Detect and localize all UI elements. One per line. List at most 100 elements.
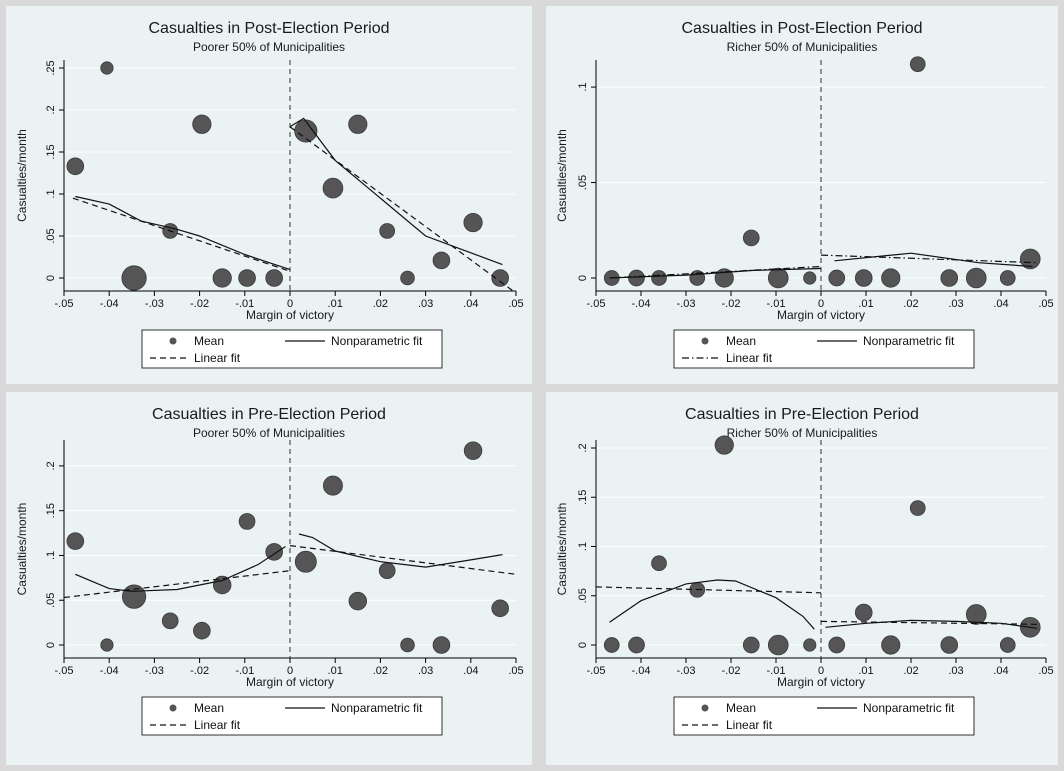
legend-nonparametric-label: Nonparametric fit bbox=[863, 701, 955, 715]
y-tick-label: .15 bbox=[45, 144, 57, 159]
x-tick-label: .02 bbox=[903, 298, 918, 310]
y-tick-label: .2 bbox=[45, 105, 57, 114]
x-tick-label: -.02 bbox=[722, 298, 741, 310]
y-tick-label: .15 bbox=[577, 490, 589, 505]
mean-marker bbox=[803, 271, 817, 285]
chart-panel-pre-poorer: Casualties in Pre-Election Period Poorer … bbox=[6, 392, 532, 765]
mean-marker bbox=[803, 638, 817, 652]
mean-marker bbox=[378, 562, 396, 580]
nonparametric-fit-right bbox=[825, 619, 1038, 629]
y-tick-label: 0 bbox=[45, 275, 57, 281]
legend-mean-label: Mean bbox=[726, 701, 756, 715]
y-tick-label: .2 bbox=[45, 461, 57, 470]
y-axis-title: Casualties/month bbox=[555, 129, 569, 222]
chart-subtitle: Poorer 50% of Municipalities bbox=[193, 40, 345, 54]
legend-box bbox=[141, 329, 443, 369]
mean-marker bbox=[265, 269, 283, 287]
mean-marker bbox=[463, 441, 483, 460]
mean-marker bbox=[767, 634, 789, 656]
x-tick-label: .05 bbox=[1038, 298, 1053, 310]
x-tick-label: -.01 bbox=[767, 665, 786, 677]
mean-marker bbox=[881, 635, 901, 655]
y-tick-label: 0 bbox=[577, 642, 589, 648]
x-axis-title: Margin of victory bbox=[246, 675, 334, 689]
y-axis-title: Casualties/month bbox=[555, 503, 569, 596]
x-tick-label: 0 bbox=[287, 665, 293, 677]
mean-marker bbox=[999, 270, 1016, 286]
x-tick-label: -.01 bbox=[235, 665, 254, 677]
linear-fit-left bbox=[63, 570, 291, 599]
x-tick-label: -.02 bbox=[190, 665, 209, 677]
mean-marker bbox=[400, 637, 415, 653]
x-tick-label: 0 bbox=[287, 298, 293, 310]
x-axis-title: Margin of victory bbox=[777, 308, 865, 322]
mean-marker bbox=[828, 636, 846, 654]
mean-marker bbox=[881, 268, 901, 288]
x-tick-label: -.04 bbox=[100, 298, 119, 310]
mean-marker bbox=[651, 555, 667, 572]
x-tick-label: 0 bbox=[818, 298, 824, 310]
y-tick-label: .05 bbox=[45, 228, 57, 243]
x-tick-label: .02 bbox=[373, 298, 388, 310]
y-tick-label: .15 bbox=[45, 503, 57, 518]
chart-title: Casualties in Post-Election Period bbox=[148, 20, 389, 37]
legend-mean-swatch bbox=[169, 704, 177, 712]
mean-marker bbox=[909, 500, 926, 516]
legend-mean-label: Mean bbox=[194, 701, 224, 715]
chart-title: Casualties in Post-Election Period bbox=[681, 20, 922, 37]
mean-marker bbox=[400, 270, 415, 286]
mean-marker bbox=[322, 177, 344, 199]
nonparametric-fit-right bbox=[834, 252, 1033, 268]
x-tick-label: -.01 bbox=[767, 298, 786, 310]
legend-nonparametric-label: Nonparametric fit bbox=[331, 334, 423, 348]
x-tick-label: .04 bbox=[463, 298, 478, 310]
mean-marker bbox=[463, 212, 483, 233]
legend-nonparametric-label: Nonparametric fit bbox=[863, 334, 955, 348]
y-axis-title: Casualties/month bbox=[15, 129, 29, 222]
mean-marker bbox=[66, 532, 85, 550]
x-tick-label: .04 bbox=[463, 665, 478, 677]
x-tick-label: -.05 bbox=[55, 298, 74, 310]
mean-marker bbox=[714, 268, 734, 288]
mean-marker bbox=[491, 269, 509, 287]
y-tick-label: .1 bbox=[45, 189, 57, 198]
legend-mean-label: Mean bbox=[726, 334, 756, 348]
x-tick-label: .02 bbox=[903, 665, 918, 677]
x-tick-label: -.04 bbox=[632, 298, 651, 310]
nonparametric-fit-right bbox=[298, 533, 503, 568]
mean-marker bbox=[742, 636, 760, 654]
y-tick-label: .1 bbox=[577, 82, 589, 91]
chart-panel-pre-richer: Casualties in Pre-Election Period Richer … bbox=[546, 392, 1058, 765]
mean-marker bbox=[100, 61, 114, 75]
x-tick-label: .05 bbox=[1038, 665, 1053, 677]
chart-subtitle: Richer 50% of Municipalities bbox=[727, 426, 878, 440]
x-tick-label: -.02 bbox=[722, 665, 741, 677]
legend-box bbox=[673, 696, 975, 736]
mean-marker bbox=[940, 636, 959, 654]
nonparametric-fit-left bbox=[75, 195, 291, 271]
linear-fit-right bbox=[289, 126, 517, 294]
mean-marker bbox=[348, 591, 368, 611]
y-tick-label: 0 bbox=[577, 275, 589, 281]
x-tick-label: -.03 bbox=[145, 665, 164, 677]
x-tick-label: .05 bbox=[508, 665, 523, 677]
mean-marker bbox=[100, 638, 114, 652]
mean-marker bbox=[212, 575, 232, 595]
y-tick-label: .2 bbox=[577, 443, 589, 452]
plot-area bbox=[596, 60, 1046, 291]
mean-marker bbox=[193, 621, 211, 640]
legend-linear-label: Linear fit bbox=[726, 718, 773, 732]
x-axis-title: Margin of victory bbox=[246, 308, 334, 322]
x-tick-label: -.04 bbox=[100, 665, 119, 677]
chart-svg-post-poorer: Casualties in Post-Election Period Poorer… bbox=[15, 20, 524, 369]
mean-marker bbox=[294, 119, 318, 143]
x-tick-label: -.05 bbox=[55, 665, 74, 677]
chart-subtitle: Richer 50% of Municipalities bbox=[727, 40, 878, 54]
mean-marker bbox=[432, 251, 451, 270]
mean-marker bbox=[651, 270, 667, 286]
chart-svg-post-richer: Casualties in Post-Election Period Richer… bbox=[555, 20, 1054, 369]
mean-marker bbox=[940, 269, 959, 287]
mean-marker bbox=[192, 114, 212, 134]
mean-marker bbox=[212, 268, 232, 288]
x-tick-label: 0 bbox=[818, 665, 824, 677]
